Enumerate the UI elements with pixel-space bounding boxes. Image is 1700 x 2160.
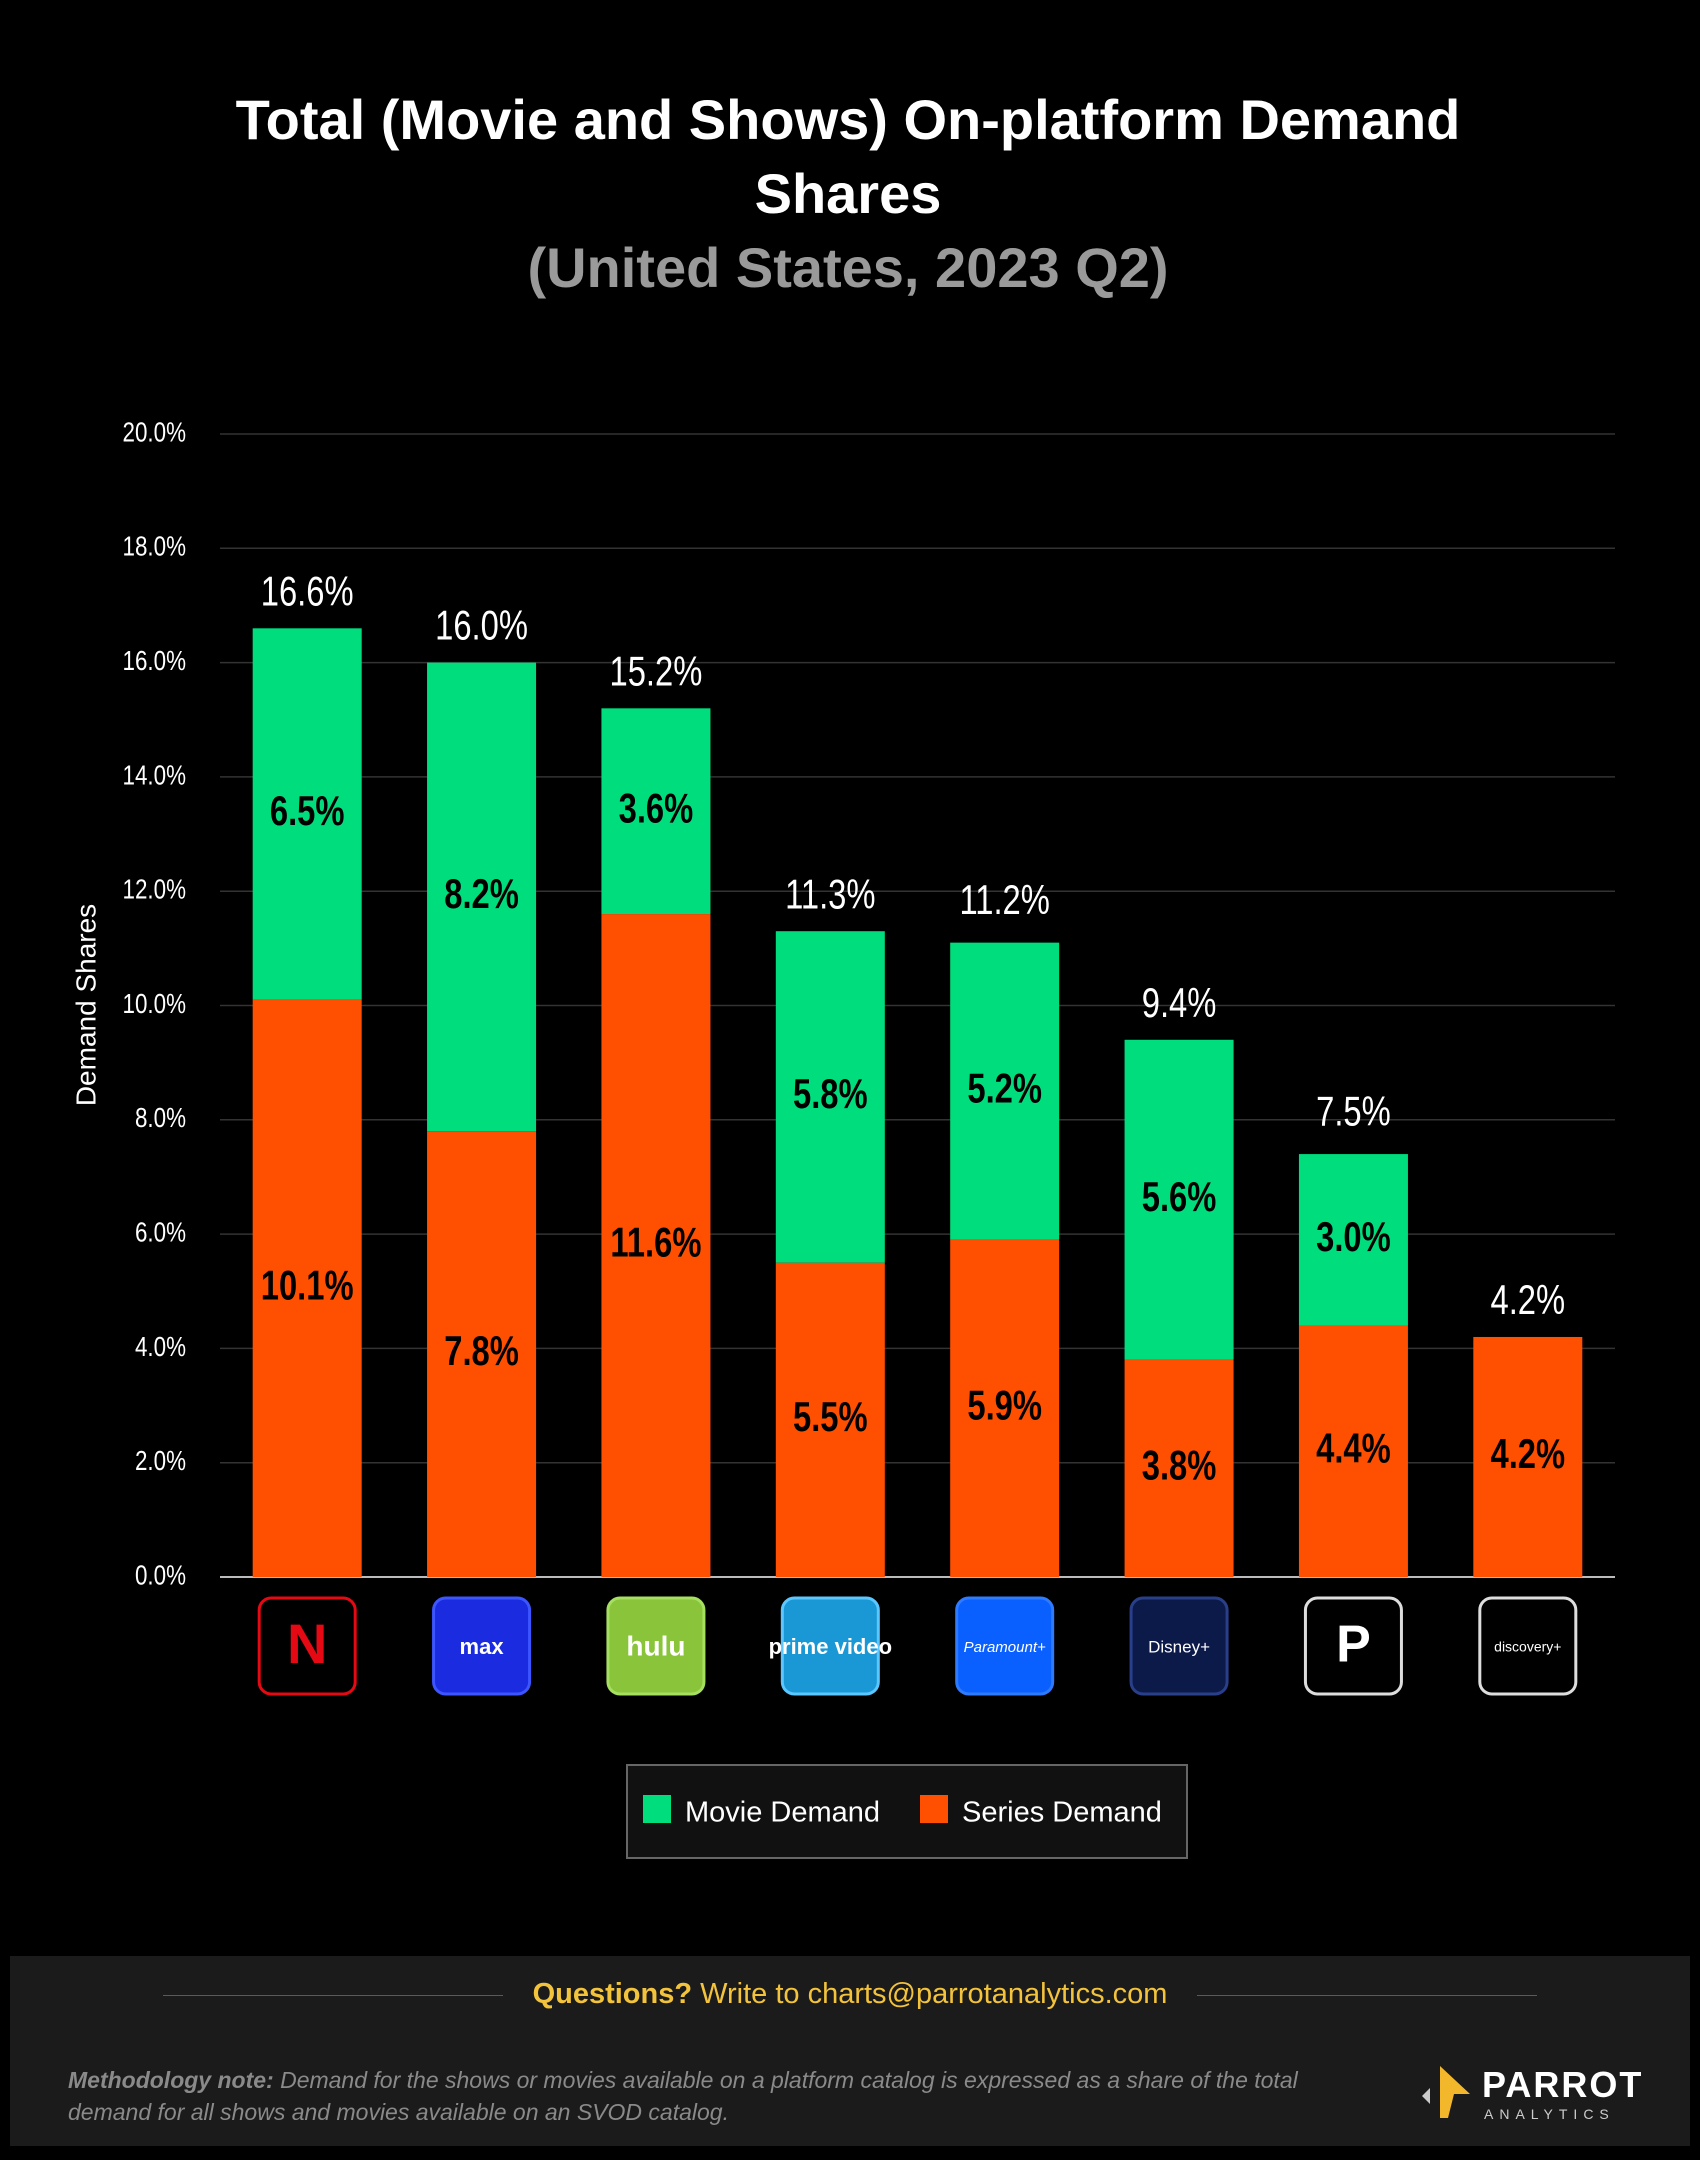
x-tick-label: P	[1336, 1616, 1371, 1674]
note-text: Demand for the shows or movies available…	[68, 2067, 1298, 2125]
legend-label: Series Demand	[962, 1797, 1162, 1829]
platform-logo	[955, 1596, 1055, 1696]
bar-segment	[601, 914, 711, 1577]
brand-icon	[1422, 2066, 1470, 2118]
platform-logo	[1129, 1596, 1229, 1696]
platform-logo	[780, 1596, 880, 1696]
chart-title: Total (Movie and Shows) On-platform Dema…	[236, 88, 1461, 225]
y-tick-label: 8.0%	[135, 1103, 186, 1134]
bar-segment	[1298, 1325, 1408, 1577]
total-label: 16.6%	[261, 567, 354, 614]
legend: Movie Demand Series Demand	[626, 1764, 1188, 1859]
data-label: 5.5%	[793, 1393, 868, 1440]
x-tick-label: prime video	[769, 1634, 892, 1659]
bar-segment	[1473, 1336, 1583, 1577]
data-label: 11.6%	[610, 1219, 701, 1266]
bar-segment	[950, 942, 1060, 1240]
brand-name: PARROT	[1482, 2064, 1644, 2105]
total-label: 11.3%	[785, 870, 875, 917]
platform-logo	[432, 1596, 532, 1696]
data-label: 3.6%	[619, 784, 694, 831]
y-tick-label: 16.0%	[123, 646, 186, 677]
bar-segment	[427, 662, 537, 1132]
x-tick-label: max	[460, 1634, 505, 1659]
platform-logo	[257, 1596, 357, 1696]
data-label: 7.8%	[444, 1327, 519, 1374]
y-tick-label: 0.0%	[135, 1560, 186, 1591]
y-tick-label: 4.0%	[135, 1332, 186, 1363]
data-label: 5.6%	[1142, 1173, 1217, 1220]
data-label: 5.8%	[793, 1070, 868, 1117]
bar-segment	[950, 1239, 1060, 1577]
bar-segment	[775, 931, 885, 1263]
x-tick-label: hulu	[626, 1630, 685, 1661]
total-label: 15.2%	[609, 648, 702, 695]
bar-segment	[775, 1262, 885, 1577]
data-label: 5.9%	[967, 1382, 1042, 1429]
y-tick-label: 12.0%	[123, 874, 186, 905]
y-tick-label: 14.0%	[123, 760, 186, 791]
x-tick-label: N	[287, 1612, 327, 1675]
data-label: 4.2%	[1490, 1430, 1565, 1477]
y-tick-label: 6.0%	[135, 1217, 186, 1248]
data-label: 10.1%	[261, 1262, 354, 1309]
legend-label: Movie Demand	[685, 1797, 880, 1829]
total-label: 4.2%	[1490, 1276, 1565, 1323]
questions-bold: Questions?	[532, 1978, 693, 2010]
y-axis-label: Demand Shares	[70, 904, 101, 1106]
chart: Total (Movie and Shows) On-platform Dema…	[70, 88, 1615, 1859]
bar-segment	[252, 999, 362, 1577]
questions-text: Write to charts@parrotanalytics.com	[700, 1978, 1168, 2010]
bar-segment	[252, 628, 362, 1000]
y-tick-label: 2.0%	[135, 1446, 186, 1477]
bar-segment	[1124, 1039, 1234, 1360]
data-label: 5.2%	[967, 1064, 1042, 1111]
x-tick-label: Disney+	[1148, 1637, 1210, 1656]
data-label: 3.0%	[1316, 1213, 1391, 1260]
legend-box	[626, 1764, 1188, 1859]
bar-segment	[1124, 1359, 1234, 1577]
brand-sub: ANALYTICS	[1484, 2106, 1615, 2122]
total-label: 7.5%	[1316, 1088, 1391, 1135]
bar-segment	[427, 1131, 537, 1577]
chart-subtitle: (United States, 2023 Q2)	[527, 236, 1168, 299]
data-label: 4.4%	[1316, 1424, 1391, 1471]
footer: Questions? Write to charts@parrotanalyti…	[10, 1956, 1690, 2146]
platform-logo	[606, 1596, 706, 1696]
data-label: 6.5%	[270, 787, 345, 834]
total-label: 16.0%	[435, 602, 528, 649]
y-tick-label: 20.0%	[123, 417, 186, 448]
methodology-note: Methodology note: Demand for the shows o…	[68, 2064, 1348, 2128]
x-tick-label: Paramount+	[964, 1639, 1046, 1656]
y-tick-label: 18.0%	[123, 531, 186, 562]
y-tick-label: 10.0%	[123, 989, 186, 1020]
note-bold: Methodology note:	[68, 2067, 274, 2093]
platform-logo	[1303, 1596, 1403, 1696]
data-label: 8.2%	[444, 870, 519, 917]
bar-segment	[1298, 1154, 1408, 1326]
platform-logo	[1478, 1596, 1578, 1696]
questions: Questions? Write to charts@parrotanalyti…	[10, 1978, 1690, 2011]
total-label: 11.2%	[959, 876, 1049, 923]
legend-swatch	[643, 1795, 671, 1823]
x-tick-label: discovery+	[1494, 1639, 1561, 1655]
data-label: 3.8%	[1142, 1442, 1217, 1489]
bar-segment	[601, 708, 711, 915]
legend-swatch	[920, 1795, 948, 1823]
total-label: 9.4%	[1142, 979, 1217, 1026]
